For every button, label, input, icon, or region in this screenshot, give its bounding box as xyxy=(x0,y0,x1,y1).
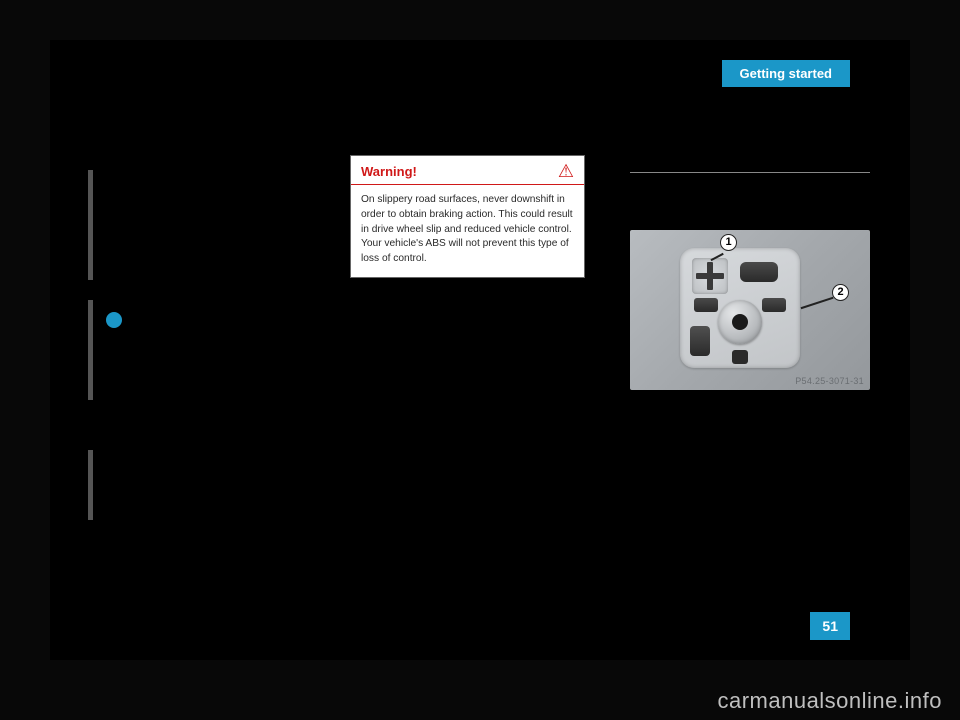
warning-triangle-icon: ⚠ xyxy=(558,162,574,180)
section-tab: Getting started xyxy=(722,60,850,87)
figure-id-label: P54.25-3071-31 xyxy=(795,376,864,386)
dimmer-knob xyxy=(690,326,710,356)
brightness-knob xyxy=(732,350,748,364)
callout-2: 2 xyxy=(832,284,849,301)
side-line xyxy=(88,450,93,520)
wiper-button xyxy=(740,262,778,282)
control-panel xyxy=(680,248,800,368)
aux-button-left xyxy=(694,298,718,312)
warning-title: Warning! xyxy=(361,164,417,179)
page-number: 51 xyxy=(810,612,850,640)
warning-body-text: On slippery road surfaces, never downshi… xyxy=(351,185,584,277)
dpad-control xyxy=(692,258,728,294)
watermark-text: carmanualsonline.info xyxy=(717,688,942,714)
manual-page: Getting started Warning! ⚠ On slippery r… xyxy=(50,40,910,660)
divider-line xyxy=(630,172,870,173)
side-indicator-dot xyxy=(106,312,122,328)
side-line xyxy=(88,170,93,280)
warning-header: Warning! ⚠ xyxy=(351,156,584,185)
headlamp-control-figure: 1 2 P54.25-3071-31 xyxy=(630,230,870,390)
callout-1: 1 xyxy=(720,234,737,251)
side-line xyxy=(88,300,93,400)
light-rotary-dial xyxy=(718,300,762,344)
aux-button-right xyxy=(762,298,786,312)
warning-box: Warning! ⚠ On slippery road surfaces, ne… xyxy=(350,155,585,278)
callout-leader-line xyxy=(801,297,834,309)
